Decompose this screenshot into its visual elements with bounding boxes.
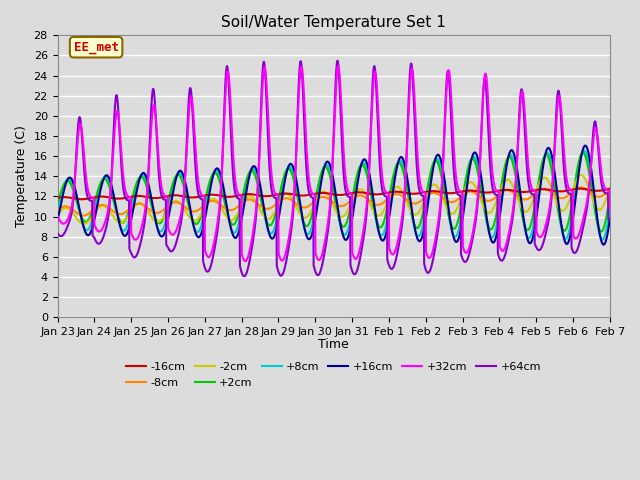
Title: Soil/Water Temperature Set 1: Soil/Water Temperature Set 1 bbox=[221, 15, 446, 30]
Y-axis label: Temperature (C): Temperature (C) bbox=[15, 125, 28, 227]
Text: EE_met: EE_met bbox=[74, 41, 118, 54]
X-axis label: Time: Time bbox=[318, 338, 349, 351]
Legend: -16cm, -8cm, -2cm, +2cm, +8cm, +16cm, +32cm, +64cm: -16cm, -8cm, -2cm, +2cm, +8cm, +16cm, +3… bbox=[122, 358, 545, 392]
